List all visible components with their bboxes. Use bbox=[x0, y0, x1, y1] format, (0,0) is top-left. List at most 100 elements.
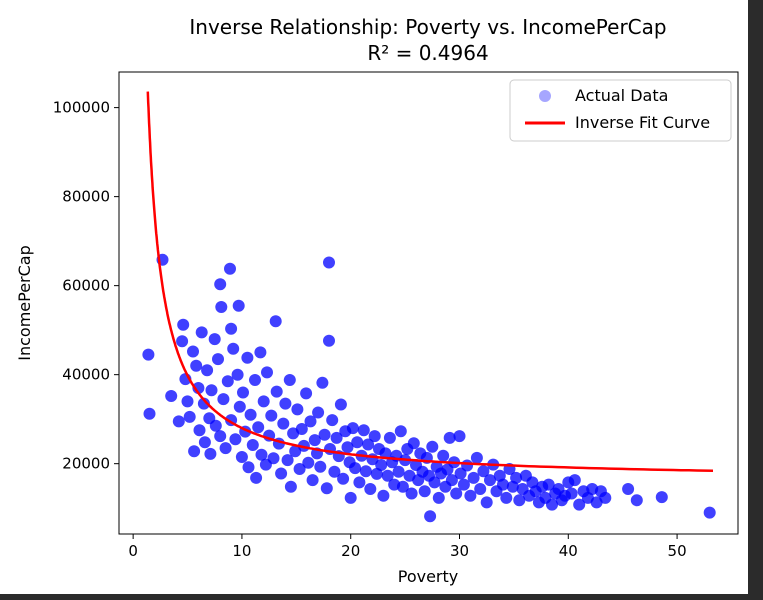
x-tick-label: 40 bbox=[559, 542, 578, 560]
data-point bbox=[316, 376, 329, 389]
legend: Actual Data Inverse Fit Curve bbox=[509, 79, 732, 142]
data-point bbox=[187, 345, 199, 358]
data-point bbox=[362, 438, 375, 451]
data-point bbox=[470, 451, 483, 464]
figure: Inverse Relationship: Poverty vs. Income… bbox=[0, 0, 748, 594]
data-point bbox=[450, 487, 463, 500]
data-point bbox=[224, 262, 236, 275]
data-point bbox=[375, 459, 388, 471]
data-point bbox=[225, 322, 238, 335]
data-point bbox=[217, 393, 230, 406]
data-point bbox=[314, 460, 327, 473]
data-point bbox=[432, 491, 445, 504]
legend-box bbox=[509, 79, 732, 142]
data-point bbox=[306, 474, 319, 487]
data-point bbox=[244, 408, 257, 421]
data-point bbox=[270, 385, 283, 398]
data-point bbox=[323, 334, 335, 347]
data-point bbox=[353, 476, 366, 489]
data-point bbox=[181, 395, 194, 408]
chart: Inverse Relationship: Poverty vs. Income… bbox=[15, 15, 739, 586]
x-tick-label: 0 bbox=[128, 542, 138, 560]
data-point bbox=[630, 494, 643, 507]
data-point bbox=[546, 498, 558, 511]
data-point bbox=[172, 415, 185, 428]
data-point bbox=[212, 353, 224, 366]
data-point bbox=[142, 348, 155, 361]
data-point bbox=[295, 423, 308, 435]
data-point bbox=[394, 425, 407, 438]
data-point bbox=[250, 471, 263, 484]
data-point bbox=[370, 467, 383, 480]
data-point bbox=[281, 454, 294, 467]
data-point bbox=[320, 482, 333, 495]
data-point bbox=[265, 409, 278, 422]
y-tick-label: 60000 bbox=[62, 277, 110, 295]
data-point bbox=[208, 333, 221, 346]
data-point bbox=[232, 299, 245, 312]
data-point bbox=[464, 489, 477, 502]
data-point bbox=[284, 480, 297, 493]
data-point bbox=[418, 485, 431, 498]
data-point bbox=[308, 434, 321, 447]
data-point bbox=[209, 419, 222, 432]
data-point bbox=[349, 462, 362, 475]
data-point bbox=[233, 400, 246, 413]
data-point bbox=[257, 395, 270, 408]
data-point bbox=[346, 422, 359, 435]
data-point bbox=[242, 461, 255, 474]
chart-subtitle: R² = 0.4964 bbox=[367, 41, 488, 65]
data-point bbox=[254, 346, 267, 359]
data-point bbox=[428, 476, 441, 489]
data-point bbox=[283, 374, 296, 386]
data-point bbox=[622, 483, 635, 495]
data-point bbox=[304, 415, 317, 428]
data-point bbox=[323, 256, 335, 269]
data-point bbox=[599, 491, 612, 504]
data-point bbox=[261, 366, 273, 379]
data-point bbox=[269, 315, 282, 328]
data-point bbox=[246, 439, 259, 451]
data-point bbox=[379, 447, 392, 460]
data-point bbox=[249, 374, 261, 386]
data-point bbox=[235, 451, 248, 463]
data-point bbox=[214, 430, 227, 443]
data-point bbox=[500, 491, 513, 504]
data-point bbox=[334, 398, 347, 411]
data-point bbox=[215, 301, 228, 313]
data-point bbox=[474, 483, 487, 495]
data-point bbox=[453, 430, 466, 443]
data-point bbox=[293, 463, 306, 475]
data-point bbox=[443, 431, 456, 444]
data-point bbox=[377, 489, 390, 502]
x-tick-label: 30 bbox=[450, 542, 469, 560]
data-point bbox=[205, 384, 218, 397]
data-point bbox=[480, 496, 493, 509]
data-point bbox=[241, 351, 254, 364]
data-point bbox=[457, 478, 470, 491]
data-point bbox=[341, 441, 354, 454]
axes-frame bbox=[118, 71, 739, 535]
chart-title: Inverse Relationship: Poverty vs. Income… bbox=[189, 15, 666, 39]
data-point bbox=[326, 414, 339, 427]
data-point bbox=[565, 487, 578, 500]
data-point bbox=[364, 483, 377, 495]
data-point bbox=[277, 417, 290, 430]
data-point bbox=[291, 403, 304, 416]
y-axis-label: IncomePerCap bbox=[15, 245, 34, 361]
data-point bbox=[143, 407, 156, 420]
data-point bbox=[344, 491, 357, 504]
data-point bbox=[188, 445, 201, 458]
x-tick-label: 20 bbox=[341, 542, 360, 560]
data-point bbox=[201, 364, 214, 377]
data-point bbox=[255, 448, 268, 461]
data-point bbox=[426, 440, 439, 453]
y-axis: 20000 40000 60000 80000 100000 bbox=[53, 99, 119, 473]
data-point bbox=[424, 510, 437, 523]
x-axis-label: Poverty bbox=[398, 567, 459, 586]
data-point bbox=[229, 433, 242, 446]
data-point bbox=[328, 465, 341, 478]
data-point bbox=[318, 428, 331, 441]
data-point bbox=[573, 498, 586, 511]
data-point bbox=[437, 449, 450, 462]
